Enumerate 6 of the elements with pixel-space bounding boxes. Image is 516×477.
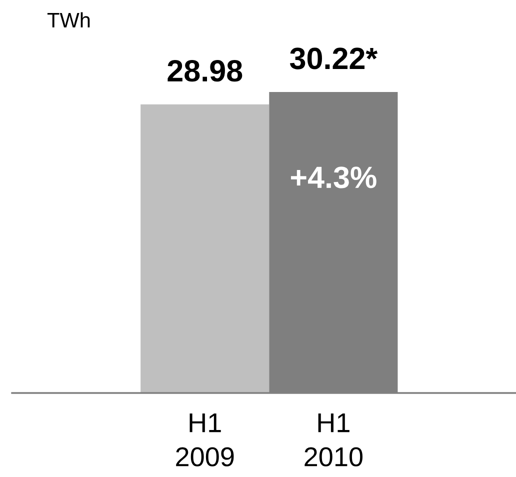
data-label: 30.22* bbox=[290, 48, 378, 70]
y-axis-title: TWh bbox=[47, 12, 90, 28]
annotation: +4.3% bbox=[290, 166, 376, 188]
data-label: 28.98 bbox=[168, 60, 242, 82]
x-tick-label: H1 2010 bbox=[304, 413, 362, 466]
x-tick-label: H1 2009 bbox=[176, 413, 234, 466]
